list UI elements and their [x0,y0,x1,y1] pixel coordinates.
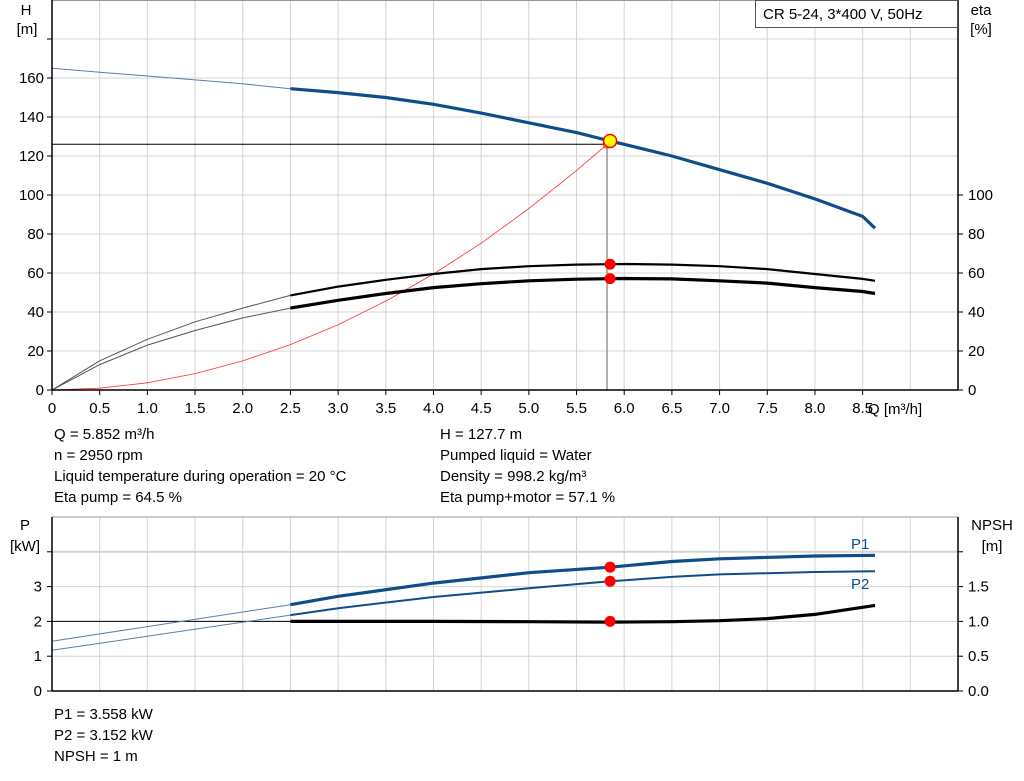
info-right: H = 127.7 m Pumped liquid = Water Densit… [440,424,615,508]
product-label-box [755,0,958,28]
x-tick-label: 3.0 [328,400,349,417]
y-tick-label-right: 0.0 [968,683,989,700]
y-tick-label: 3 [34,579,42,596]
y-tick-label-right: 1.5 [968,579,989,596]
info-q: Q = 5.852 m³/h [54,426,155,443]
y-tick-label: 120 [19,148,44,165]
info-left: Q = 5.852 m³/h n = 2950 rpm Liquid tempe… [54,424,346,508]
x-tick-label: 7.5 [757,400,778,417]
y-tick-label: 160 [19,70,44,87]
eta-pump-motor-curve [290,276,876,310]
eta-pump-point [604,258,616,270]
head-curve-extrapolated [51,67,291,90]
y-tick-label: 1 [34,648,42,665]
p1-curve-extrapolated [51,604,291,642]
x-tick-label: 0 [48,400,56,417]
head-curve [290,87,877,230]
p2-curve [290,570,876,617]
y-tick-label: 0 [36,382,44,399]
info-speed: n = 2950 rpm [54,447,143,464]
y-tick-label-right: 0.5 [968,648,989,665]
eta-pump-motor-point [604,273,616,285]
p2-curve-extrapolated [51,614,291,651]
x-tick-label: 1.0 [137,400,158,417]
y-tick-label: 40 [27,304,44,321]
y-axis-label-left: H [21,2,32,19]
x-tick-label: 1.5 [185,400,206,417]
npsh-point [604,615,616,627]
y-tick-label-right: 80 [968,226,985,243]
y-axis-label-right: eta [971,2,993,19]
x-tick-label: 3.5 [375,400,396,417]
y-tick-label-right: 0 [968,382,976,399]
info-density: Density = 998.2 kg/m³ [440,468,587,485]
info-h: H = 127.7 m [440,426,523,443]
product-label: CR 5-24, 3*400 V, 50Hz [763,6,923,23]
y-axis-unit-right: [m] [982,538,1003,555]
x-tick-label: 6.0 [614,400,635,417]
x-tick-label: 4.0 [423,400,444,417]
y-tick-label: 80 [27,226,44,243]
info-npsh: NPSH = 1 m [54,748,138,765]
y-axis-unit-left: [kW] [10,538,40,555]
p1-point [604,561,616,573]
info-eta-pump: Eta pump = 64.5 % [54,489,182,506]
x-tick-label: 5.5 [566,400,587,417]
y-tick-label: 60 [27,265,44,282]
y-tick-label: 2 [34,613,42,630]
system-curve [51,143,608,391]
y-tick-label-right: 40 [968,304,985,321]
info-eta-pump-motor: Eta pump+motor = 57.1 % [440,489,616,506]
y-tick-label: 20 [27,343,44,360]
x-tick-label: 8.0 [805,400,826,417]
info-p2: P2 = 3.152 kW [54,727,153,744]
p1-label: P1 [851,536,869,553]
y-tick-label: 100 [19,187,44,204]
y-tick-label-right: 1.0 [968,613,989,630]
y-axis-unit-right: [%] [970,21,992,38]
x-tick-label: 0.5 [89,400,110,417]
npsh-curve [290,603,876,624]
p1-curve [290,553,876,607]
x-tick-label: 7.0 [709,400,730,417]
info-p1: P1 = 3.558 kW [54,706,153,723]
info-liquid: Pumped liquid = Water [440,447,592,464]
x-tick-label: 2.5 [280,400,301,417]
duty-point [602,133,618,149]
p2-label: P2 [851,576,869,593]
y-axis-label-left: P [20,517,30,534]
x-tick-label: 5.0 [518,400,539,417]
y-tick-label-right: 100 [968,187,993,204]
x-tick-label: 6.5 [661,400,682,417]
y-tick-label: 140 [19,109,44,126]
x-tick-label: 8.5 [852,400,873,417]
p2-point [604,575,616,587]
eta-pump-curve-extrapolated [51,294,291,391]
y-tick-label-right: 60 [968,265,985,282]
y-axis-label-right: NPSH [971,517,1013,534]
eta-pump-motor-curve-extrapolated [51,307,291,391]
y-axis-unit-left: [m] [17,21,38,38]
y-tick-label-right: 20 [968,343,985,360]
x-tick-label: 4.5 [471,400,492,417]
info-power: P1 = 3.558 kW P2 = 3.152 kW NPSH = 1 m [54,704,153,767]
x-tick-label: 2.0 [232,400,253,417]
y-tick-label: 0 [34,683,42,700]
x-axis-label: Q [m³/h] [868,401,922,418]
info-temperature: Liquid temperature during operation = 20… [54,468,347,485]
